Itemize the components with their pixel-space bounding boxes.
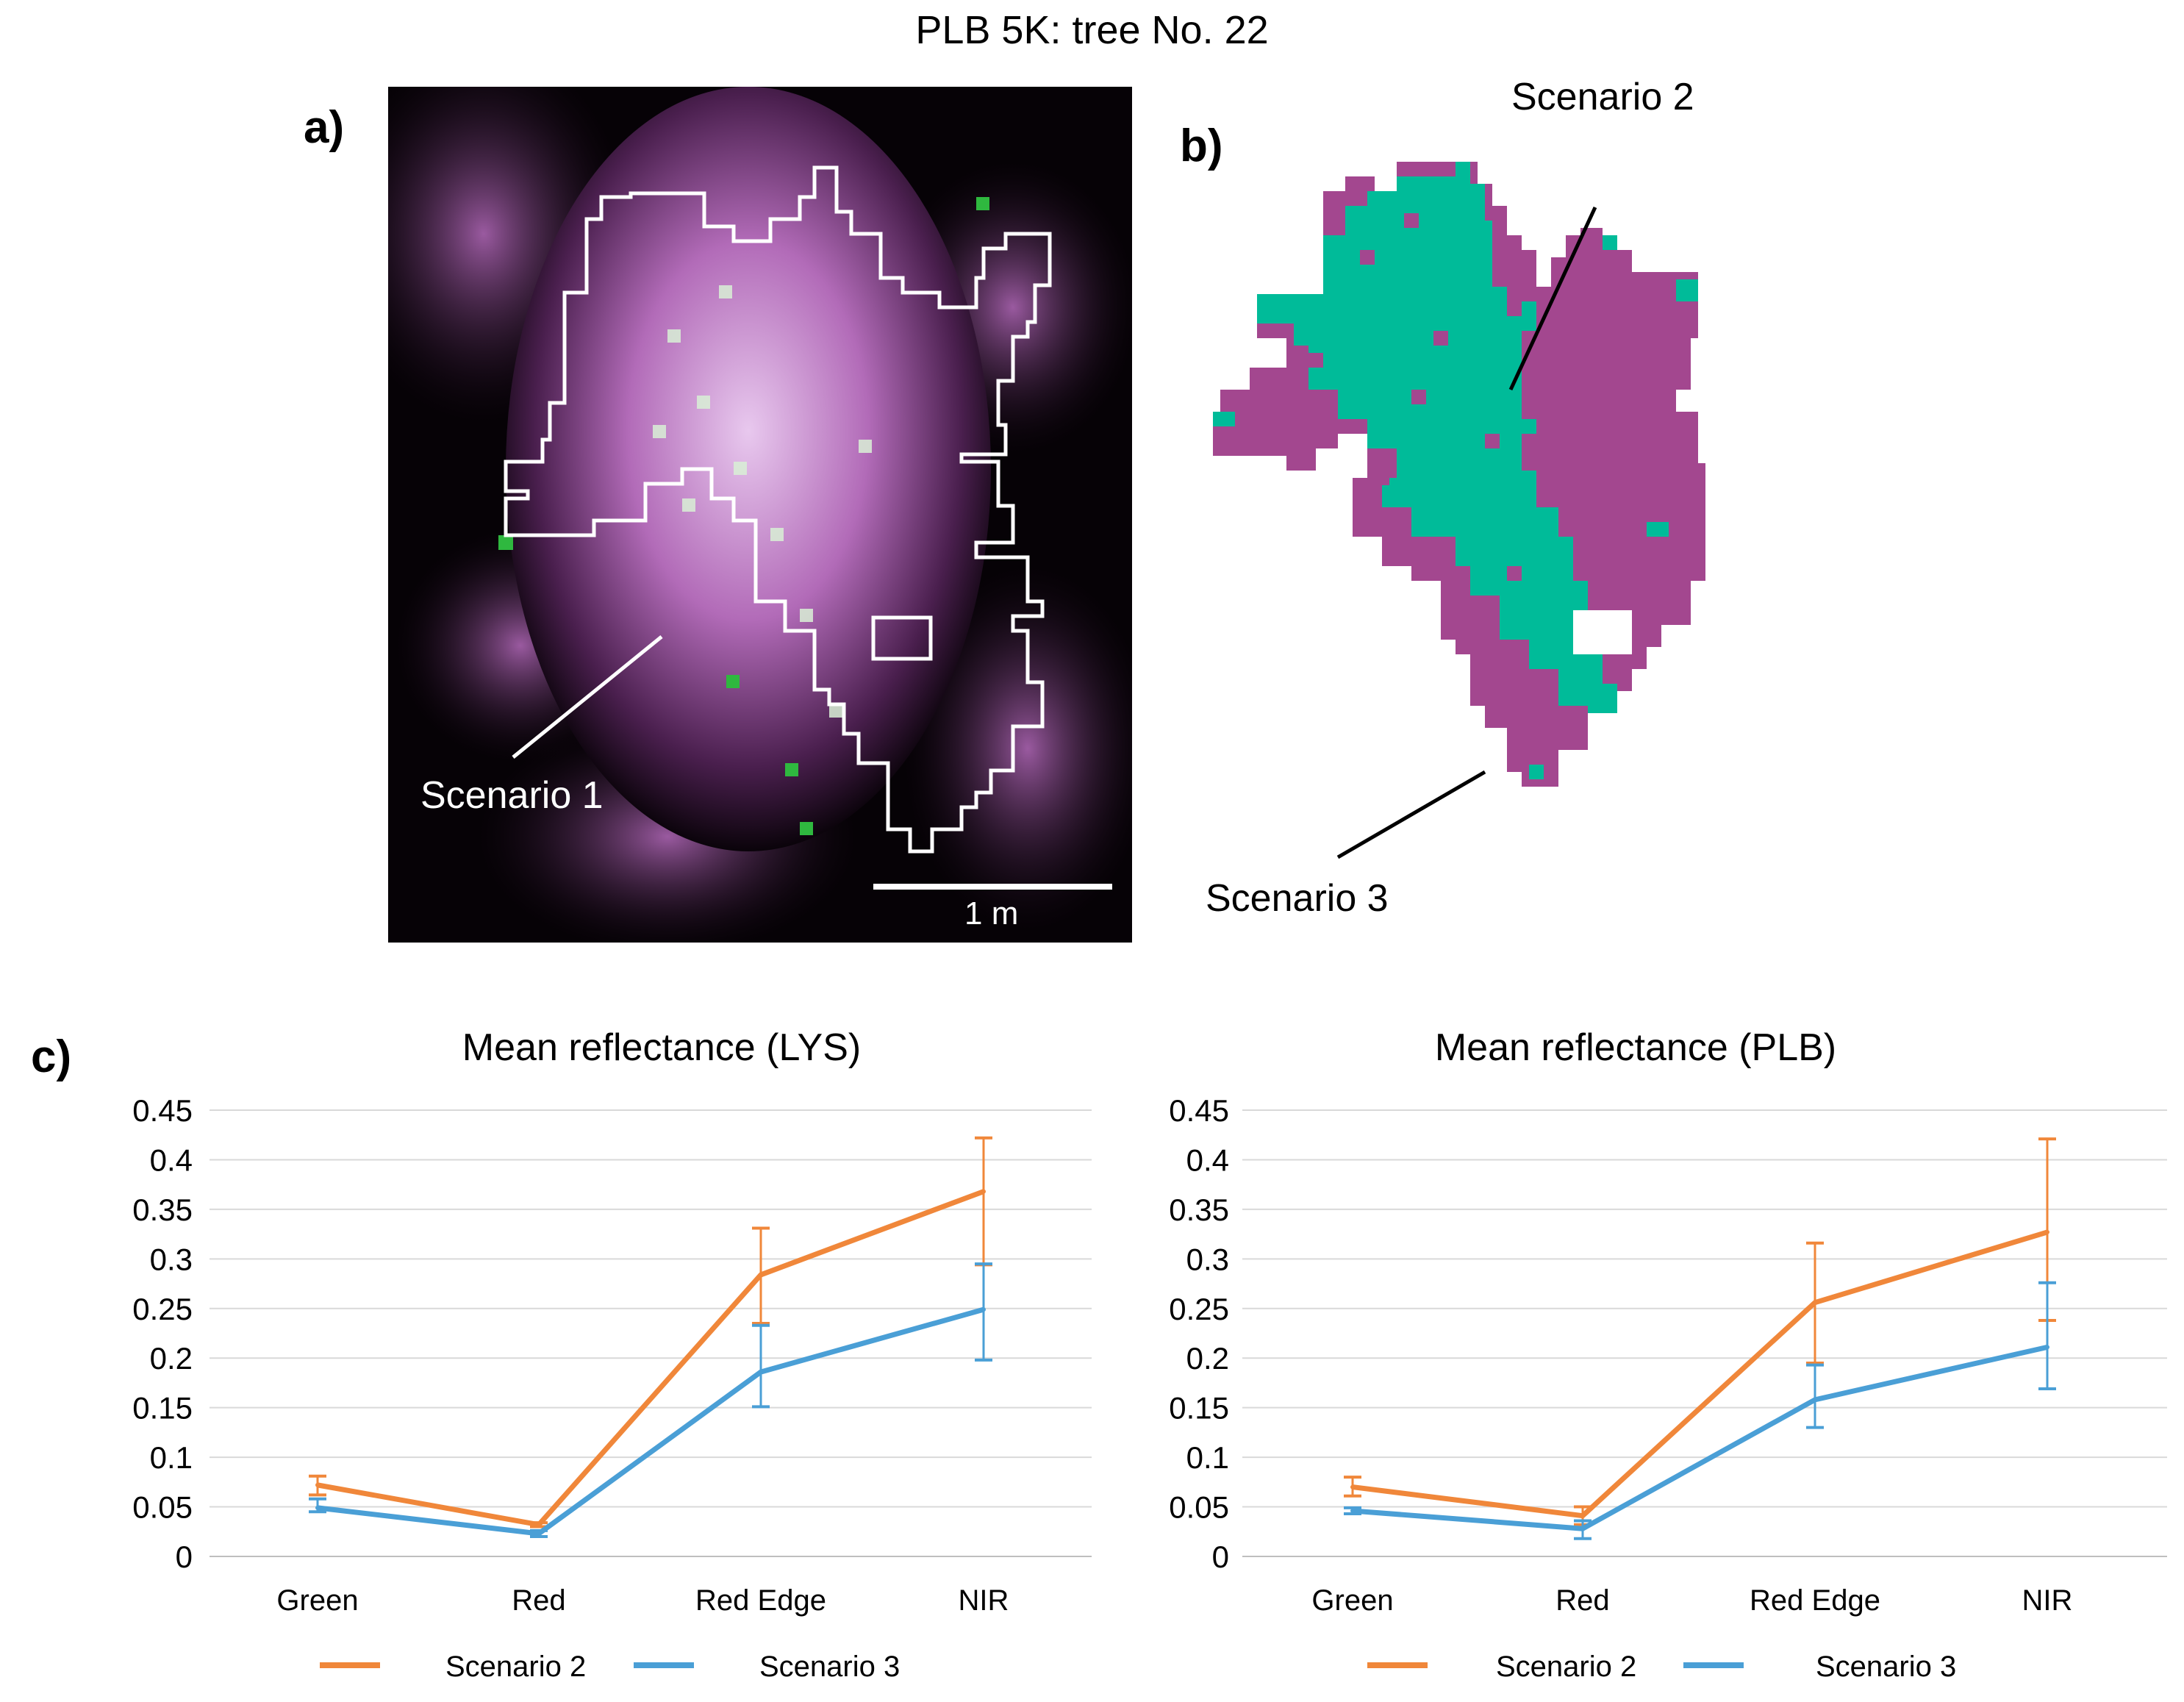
lys-y-tick-label: 0.45 xyxy=(132,1093,193,1128)
lys-scenario3-line xyxy=(317,1306,984,1537)
plb-legend-scenario3-label: Scenario 3 xyxy=(1816,1651,1956,1683)
scenario3-callout-line xyxy=(1336,770,1486,859)
plb-y-tick-label: 0.4 xyxy=(1186,1143,1229,1177)
scenario3-patches xyxy=(1308,213,1522,581)
lys-scenario3-point xyxy=(981,1307,986,1312)
figure-title: PLB 5K: tree No. 22 xyxy=(915,8,1269,52)
plb-y-tick-label: 0.25 xyxy=(1169,1292,1229,1326)
panel-c-label: c) xyxy=(31,1031,72,1082)
plb-y-tick-label: 0.45 xyxy=(1169,1093,1229,1128)
plb-y-tick-label: 0 xyxy=(1212,1540,1229,1574)
lys-scenario3-point xyxy=(759,1370,763,1375)
plb-x-tick-label: NIR xyxy=(2022,1584,2073,1617)
scenario2-patches xyxy=(1213,235,1698,779)
lys-scenario3-point xyxy=(315,1505,320,1510)
lys-y-tick-label: 0.35 xyxy=(132,1193,193,1227)
lys-x-tick-label: NIR xyxy=(959,1584,1009,1617)
scenario2-region xyxy=(1257,162,1617,713)
lys-y-tick-label: 0.4 xyxy=(150,1143,193,1177)
panel-b-label: b) xyxy=(1180,121,1223,171)
plb-scenario2-point xyxy=(1580,1513,1585,1518)
scenario2-label: Scenario 2 xyxy=(1511,76,1694,118)
scale-bar-label: 1 m xyxy=(964,895,1019,932)
plb-x-tick-label: Red Edge xyxy=(1750,1584,1880,1617)
lys-legend-scenario3-label: Scenario 3 xyxy=(759,1651,900,1683)
panel-a-label: a) xyxy=(304,102,345,153)
bright-pixels xyxy=(653,285,872,718)
lys-scenario2-point xyxy=(981,1189,986,1194)
plb-scenario2-line xyxy=(1352,1229,2049,1519)
scenario3-label: Scenario 3 xyxy=(1206,877,1389,920)
lys-scenario2-point xyxy=(537,1522,541,1527)
multispectral-image xyxy=(337,43,1153,954)
lys-x-tick-label: Red Edge xyxy=(695,1584,826,1617)
lys-y-tick-label: 0.2 xyxy=(150,1341,193,1376)
scenario1-callout-line xyxy=(512,635,663,759)
lys-y-tick-label: 0.15 xyxy=(132,1391,193,1426)
lys-y-tick-label: 0.3 xyxy=(150,1242,193,1276)
lys-y-tick-label: 0.05 xyxy=(132,1490,193,1525)
lys-scenario2-point xyxy=(759,1272,763,1277)
lys-scenario2-point xyxy=(315,1482,320,1487)
plb-scenario3-point xyxy=(1813,1397,1817,1402)
plb-x-tick-label: Green xyxy=(1311,1584,1393,1617)
lys-y-tick-label: 0 xyxy=(176,1540,193,1574)
plb-scenario3-point xyxy=(1350,1508,1355,1513)
scenario2-callout-line xyxy=(1508,206,1597,391)
multispectral-image-canvas xyxy=(337,43,1153,954)
plb-scenario2-point xyxy=(1350,1484,1355,1490)
plb-scenario3-point xyxy=(1580,1526,1585,1531)
classification-map xyxy=(1191,125,1720,875)
plb-scenario3-point xyxy=(2045,1345,2049,1350)
plb-scenario3-line xyxy=(1352,1344,2048,1531)
scenario1-label: Scenario 1 xyxy=(420,774,604,817)
plb-scenario2-point xyxy=(1813,1300,1817,1305)
green-pixels xyxy=(498,197,989,835)
lys-y-tick-label: 0.25 xyxy=(132,1292,193,1326)
lys-y-tick-label: 0.1 xyxy=(150,1440,193,1475)
plb-y-tick-label: 0.15 xyxy=(1169,1391,1229,1426)
lys-x-tick-label: Green xyxy=(276,1584,358,1617)
lys-scenario2-line xyxy=(317,1189,985,1528)
plb-y-tick-label: 0.05 xyxy=(1169,1490,1229,1525)
lys-scenario3-point xyxy=(537,1531,541,1536)
plb-scenario2-point xyxy=(2045,1229,2049,1234)
plb-legend-scenario2-label: Scenario 2 xyxy=(1496,1651,1636,1683)
plb-y-tick-label: 0.3 xyxy=(1186,1242,1229,1276)
plb-x-tick-label: Red xyxy=(1555,1584,1609,1617)
crown-outline xyxy=(504,165,1052,854)
plb-y-tick-label: 0.1 xyxy=(1186,1440,1229,1475)
plb-chart-title: Mean reflectance (PLB) xyxy=(1435,1026,1836,1069)
lys-chart-title: Mean reflectance (LYS) xyxy=(462,1026,861,1069)
plb-y-tick-label: 0.2 xyxy=(1186,1341,1229,1376)
lys-x-tick-label: Red xyxy=(512,1584,565,1617)
crown-hole-outline xyxy=(871,615,933,661)
lys-legend-scenario2-label: Scenario 2 xyxy=(445,1651,586,1683)
map-hole xyxy=(1573,610,1632,654)
classification-map-canvas xyxy=(1213,162,1705,859)
plb-y-tick-label: 0.35 xyxy=(1169,1193,1229,1227)
